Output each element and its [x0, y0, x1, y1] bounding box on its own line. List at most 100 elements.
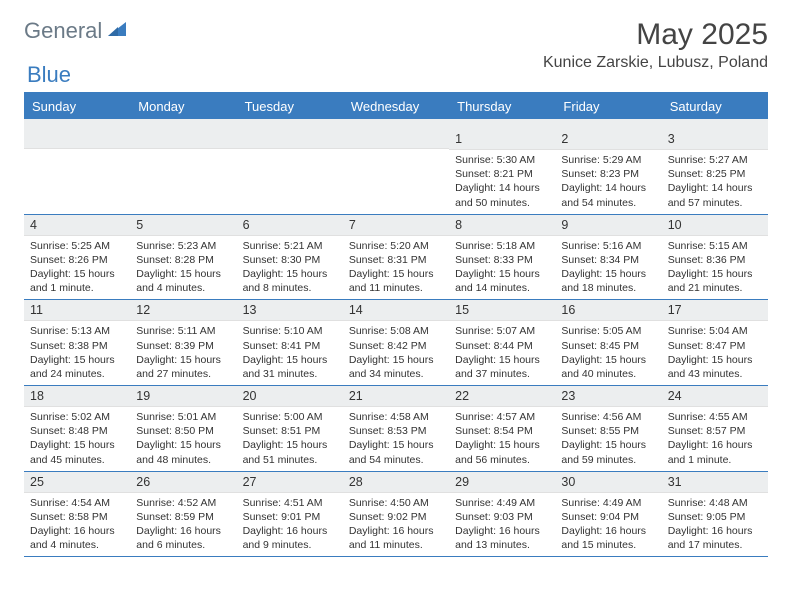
daylight-text: Daylight: 15 hours and 31 minutes. [243, 353, 337, 381]
day-info: Sunrise: 4:56 AMSunset: 8:55 PMDaylight:… [555, 407, 661, 471]
calendar: Sunday Monday Tuesday Wednesday Thursday… [24, 92, 768, 557]
daylight-text: Daylight: 16 hours and 15 minutes. [561, 524, 655, 552]
day-info: Sunrise: 5:11 AMSunset: 8:39 PMDaylight:… [130, 321, 236, 385]
sunset-text: Sunset: 8:34 PM [561, 253, 655, 267]
week-row: 1Sunrise: 5:30 AMSunset: 8:21 PMDaylight… [24, 129, 768, 215]
daylight-text: Daylight: 15 hours and 48 minutes. [136, 438, 230, 466]
day-info: Sunrise: 4:57 AMSunset: 8:54 PMDaylight:… [449, 407, 555, 471]
day-number: 19 [130, 386, 236, 407]
daylight-text: Daylight: 15 hours and 18 minutes. [561, 267, 655, 295]
day-cell [24, 129, 130, 214]
day-cell [343, 129, 449, 214]
day-number: 15 [449, 300, 555, 321]
daylight-text: Daylight: 15 hours and 27 minutes. [136, 353, 230, 381]
day-number [24, 129, 130, 149]
daylight-text: Daylight: 16 hours and 6 minutes. [136, 524, 230, 552]
day-number: 26 [130, 472, 236, 493]
sunrise-text: Sunrise: 5:15 AM [668, 239, 762, 253]
sunset-text: Sunset: 9:04 PM [561, 510, 655, 524]
day-cell: 3Sunrise: 5:27 AMSunset: 8:25 PMDaylight… [662, 129, 768, 214]
sunrise-text: Sunrise: 5:25 AM [30, 239, 124, 253]
sunrise-text: Sunrise: 4:51 AM [243, 496, 337, 510]
day-number: 11 [24, 300, 130, 321]
day-number: 18 [24, 386, 130, 407]
daylight-text: Daylight: 15 hours and 1 minute. [30, 267, 124, 295]
sunset-text: Sunset: 8:30 PM [243, 253, 337, 267]
dayhead-tue: Tuesday [237, 94, 343, 119]
daylight-text: Daylight: 16 hours and 4 minutes. [30, 524, 124, 552]
day-number: 16 [555, 300, 661, 321]
day-cell: 27Sunrise: 4:51 AMSunset: 9:01 PMDayligh… [237, 472, 343, 557]
daylight-text: Daylight: 15 hours and 54 minutes. [349, 438, 443, 466]
day-number: 6 [237, 215, 343, 236]
sunset-text: Sunset: 8:54 PM [455, 424, 549, 438]
day-info: Sunrise: 5:08 AMSunset: 8:42 PMDaylight:… [343, 321, 449, 385]
day-number [237, 129, 343, 149]
day-info: Sunrise: 5:07 AMSunset: 8:44 PMDaylight:… [449, 321, 555, 385]
day-number: 23 [555, 386, 661, 407]
weekday-header: Sunday Monday Tuesday Wednesday Thursday… [24, 94, 768, 119]
dayhead-sun: Sunday [24, 94, 130, 119]
sunrise-text: Sunrise: 5:07 AM [455, 324, 549, 338]
sunrise-text: Sunrise: 5:27 AM [668, 153, 762, 167]
sunrise-text: Sunrise: 5:21 AM [243, 239, 337, 253]
day-cell: 8Sunrise: 5:18 AMSunset: 8:33 PMDaylight… [449, 215, 555, 300]
day-info: Sunrise: 5:23 AMSunset: 8:28 PMDaylight:… [130, 236, 236, 300]
day-number: 22 [449, 386, 555, 407]
day-info: Sunrise: 4:51 AMSunset: 9:01 PMDaylight:… [237, 493, 343, 557]
daylight-text: Daylight: 14 hours and 54 minutes. [561, 181, 655, 209]
sunset-text: Sunset: 8:41 PM [243, 339, 337, 353]
daylight-text: Daylight: 15 hours and 21 minutes. [668, 267, 762, 295]
daylight-text: Daylight: 15 hours and 56 minutes. [455, 438, 549, 466]
daylight-text: Daylight: 16 hours and 17 minutes. [668, 524, 762, 552]
sunrise-text: Sunrise: 5:13 AM [30, 324, 124, 338]
day-number: 13 [237, 300, 343, 321]
day-cell: 22Sunrise: 4:57 AMSunset: 8:54 PMDayligh… [449, 386, 555, 471]
day-info: Sunrise: 5:01 AMSunset: 8:50 PMDaylight:… [130, 407, 236, 471]
daylight-text: Daylight: 15 hours and 4 minutes. [136, 267, 230, 295]
sunrise-text: Sunrise: 4:56 AM [561, 410, 655, 424]
day-info: Sunrise: 5:00 AMSunset: 8:51 PMDaylight:… [237, 407, 343, 471]
sunset-text: Sunset: 8:33 PM [455, 253, 549, 267]
day-number: 10 [662, 215, 768, 236]
daylight-text: Daylight: 15 hours and 40 minutes. [561, 353, 655, 381]
daylight-text: Daylight: 14 hours and 57 minutes. [668, 181, 762, 209]
day-info: Sunrise: 4:54 AMSunset: 8:58 PMDaylight:… [24, 493, 130, 557]
daylight-text: Daylight: 15 hours and 59 minutes. [561, 438, 655, 466]
sunset-text: Sunset: 8:28 PM [136, 253, 230, 267]
sunset-text: Sunset: 8:31 PM [349, 253, 443, 267]
sunrise-text: Sunrise: 5:16 AM [561, 239, 655, 253]
sunrise-text: Sunrise: 5:30 AM [455, 153, 549, 167]
day-cell: 20Sunrise: 5:00 AMSunset: 8:51 PMDayligh… [237, 386, 343, 471]
day-info: Sunrise: 5:18 AMSunset: 8:33 PMDaylight:… [449, 236, 555, 300]
sunset-text: Sunset: 9:01 PM [243, 510, 337, 524]
day-number: 28 [343, 472, 449, 493]
day-info: Sunrise: 5:20 AMSunset: 8:31 PMDaylight:… [343, 236, 449, 300]
daylight-text: Daylight: 15 hours and 34 minutes. [349, 353, 443, 381]
day-cell: 18Sunrise: 5:02 AMSunset: 8:48 PMDayligh… [24, 386, 130, 471]
day-cell: 12Sunrise: 5:11 AMSunset: 8:39 PMDayligh… [130, 300, 236, 385]
sunrise-text: Sunrise: 4:55 AM [668, 410, 762, 424]
day-cell: 5Sunrise: 5:23 AMSunset: 8:28 PMDaylight… [130, 215, 236, 300]
day-number: 7 [343, 215, 449, 236]
day-number: 3 [662, 129, 768, 150]
sunset-text: Sunset: 8:21 PM [455, 167, 549, 181]
day-info: Sunrise: 4:52 AMSunset: 8:59 PMDaylight:… [130, 493, 236, 557]
daylight-text: Daylight: 15 hours and 43 minutes. [668, 353, 762, 381]
sunrise-text: Sunrise: 5:18 AM [455, 239, 549, 253]
sunset-text: Sunset: 8:38 PM [30, 339, 124, 353]
day-info: Sunrise: 5:10 AMSunset: 8:41 PMDaylight:… [237, 321, 343, 385]
sunset-text: Sunset: 8:26 PM [30, 253, 124, 267]
day-number: 25 [24, 472, 130, 493]
daylight-text: Daylight: 15 hours and 14 minutes. [455, 267, 549, 295]
sunset-text: Sunset: 8:59 PM [136, 510, 230, 524]
sunset-text: Sunset: 8:36 PM [668, 253, 762, 267]
day-number: 12 [130, 300, 236, 321]
day-cell: 7Sunrise: 5:20 AMSunset: 8:31 PMDaylight… [343, 215, 449, 300]
sunset-text: Sunset: 8:50 PM [136, 424, 230, 438]
day-info: Sunrise: 5:21 AMSunset: 8:30 PMDaylight:… [237, 236, 343, 300]
day-cell: 11Sunrise: 5:13 AMSunset: 8:38 PMDayligh… [24, 300, 130, 385]
day-info: Sunrise: 5:05 AMSunset: 8:45 PMDaylight:… [555, 321, 661, 385]
day-number: 4 [24, 215, 130, 236]
sunrise-text: Sunrise: 5:10 AM [243, 324, 337, 338]
